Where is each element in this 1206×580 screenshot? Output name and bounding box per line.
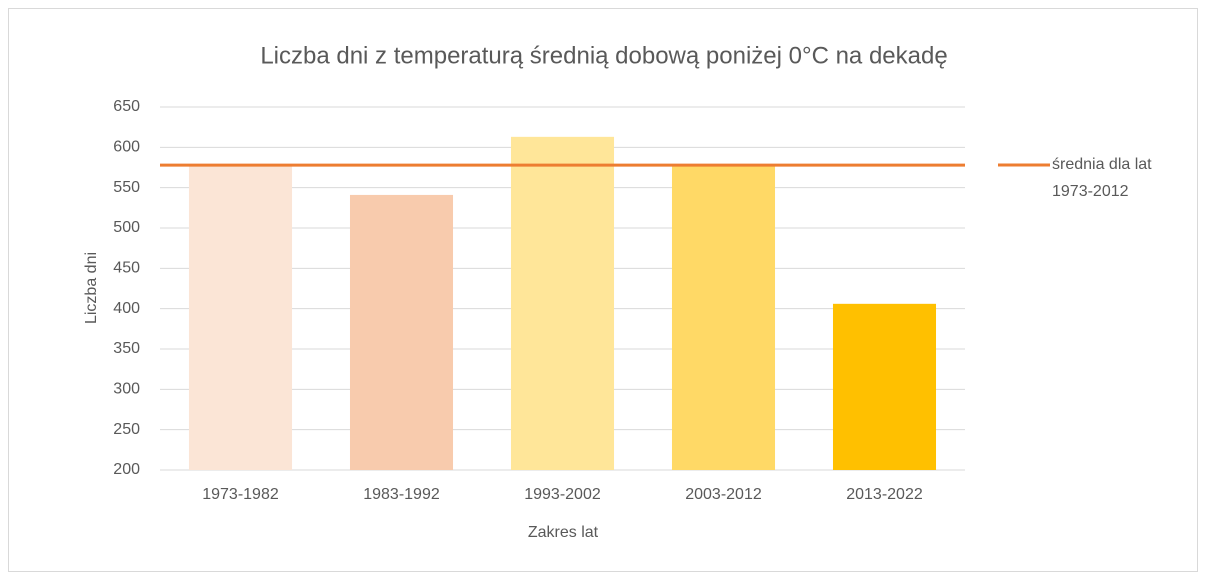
bar bbox=[188, 165, 293, 470]
x-axis-label: Zakres lat bbox=[528, 524, 599, 541]
bar bbox=[510, 136, 615, 470]
y-tick-label: 300 bbox=[113, 381, 140, 398]
y-axis-label: Liczba dni bbox=[83, 252, 100, 324]
x-tick-label: 1993-2002 bbox=[524, 486, 601, 503]
y-tick-label: 500 bbox=[113, 219, 140, 236]
y-tick-label: 250 bbox=[113, 421, 140, 438]
legend-label: średnia dla lat 1973-2012 bbox=[1052, 156, 1152, 200]
x-tick-label: 2013-2022 bbox=[846, 486, 923, 503]
y-tick-label: 600 bbox=[113, 139, 140, 156]
legend: średnia dla lat 1973-2012 bbox=[1052, 156, 1152, 200]
bar bbox=[671, 165, 776, 470]
x-tick-label: 1983-1992 bbox=[363, 486, 440, 503]
y-tick-label: 400 bbox=[113, 300, 140, 317]
bar bbox=[349, 194, 454, 470]
bar bbox=[832, 303, 937, 470]
x-tick-label: 2003-2012 bbox=[685, 486, 762, 503]
y-tick-label: 200 bbox=[113, 461, 140, 478]
chart-title: Liczba dni z temperaturą średnią dobową … bbox=[260, 42, 947, 69]
y-tick-label: 450 bbox=[113, 260, 140, 277]
y-tick-label: 550 bbox=[113, 179, 140, 196]
y-tick-label: 350 bbox=[113, 340, 140, 357]
y-tick-label: 650 bbox=[113, 98, 140, 115]
x-tick-label: 1973-1982 bbox=[202, 486, 279, 503]
